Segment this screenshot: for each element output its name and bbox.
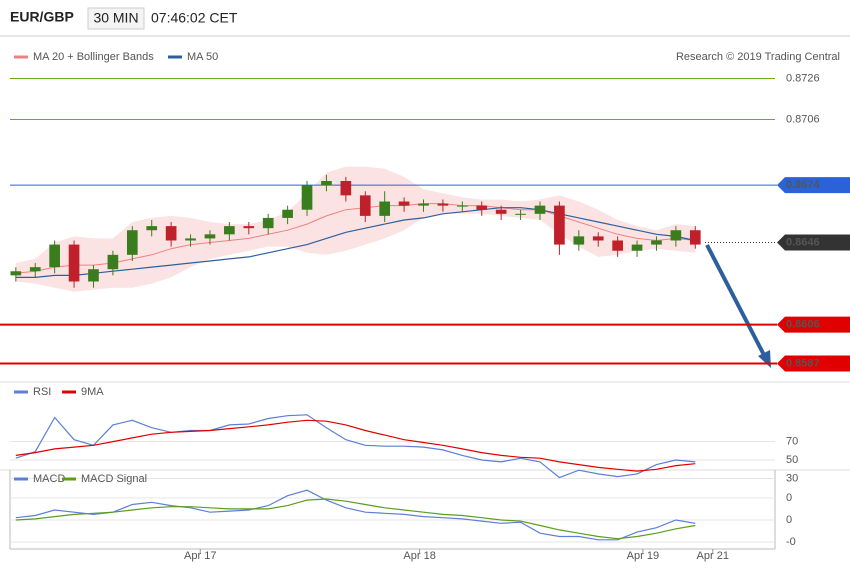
candle-body — [49, 244, 60, 268]
level-label: 0.8706 — [786, 113, 820, 125]
level-tag — [777, 355, 850, 372]
series-line — [15, 498, 696, 540]
candle-body — [534, 205, 546, 214]
series-line — [15, 419, 696, 472]
candle-body — [165, 226, 177, 241]
series-line — [15, 414, 696, 479]
legend-label: MACD — [33, 473, 65, 485]
legend-label: RSI — [33, 386, 51, 398]
candle-body — [651, 240, 662, 245]
candle-body — [262, 217, 274, 229]
credit: Research © 2019 Trading Central — [676, 51, 840, 63]
legend-label: MACD Signal — [81, 473, 147, 485]
candle-body — [592, 236, 604, 241]
legend-label: 9MA — [81, 386, 104, 398]
x-tick-label: Apr 19 — [627, 550, 659, 562]
candle-body — [379, 201, 391, 216]
series-line — [15, 489, 696, 541]
candle-body — [515, 213, 526, 215]
candle-body — [185, 238, 196, 241]
candle-body — [689, 230, 701, 245]
y-tick-label: -0 — [786, 536, 796, 548]
interval-box — [87, 7, 145, 30]
candle-body — [146, 226, 158, 231]
candle-body — [204, 234, 216, 239]
candle-body — [29, 267, 41, 272]
candle-body — [126, 230, 138, 255]
candle-body — [243, 226, 255, 229]
candle-body — [321, 181, 332, 186]
candle-body — [456, 205, 468, 207]
x-tick-label: Apr 21 — [697, 550, 729, 562]
legend-label: MA 50 — [187, 51, 218, 63]
level-tag — [777, 234, 850, 251]
level-label: 0.8646 — [786, 236, 820, 248]
candle-body — [495, 209, 507, 214]
candle-body — [554, 205, 565, 245]
ma50-line — [15, 207, 696, 278]
level-tag — [777, 316, 850, 333]
level-label: 0.8674 — [786, 179, 821, 191]
candle-body — [398, 201, 410, 206]
level-label: 0.8726 — [786, 72, 820, 84]
y-tick-label: 0 — [786, 492, 792, 504]
forecast-arrow — [705, 244, 766, 356]
level-label: 0.8606 — [786, 318, 820, 330]
candle-body — [573, 236, 585, 245]
candle-body — [359, 195, 371, 216]
candle-body — [88, 269, 99, 282]
y-tick-label: 50 — [786, 454, 798, 466]
candle-body — [612, 240, 623, 251]
symbol: EUR/GBP — [10, 9, 74, 25]
y-tick-label: 0 — [786, 514, 792, 526]
level-label: 0.8587 — [786, 357, 820, 369]
candle-body — [476, 205, 488, 210]
candle-body — [68, 244, 80, 282]
x-tick-label: Apr 18 — [403, 550, 435, 562]
legend-label: MA 20 + Bollinger Bands — [33, 51, 154, 63]
y-tick-label: 30 — [786, 472, 798, 484]
candle-body — [282, 209, 293, 218]
ma20-line — [15, 203, 696, 274]
candle-body — [10, 271, 22, 276]
candle-body — [107, 254, 119, 270]
candle-body — [301, 185, 313, 210]
y-tick-label: 70 — [786, 435, 798, 447]
candle-body — [224, 226, 235, 235]
candle-body — [670, 230, 682, 241]
candle-body — [418, 203, 429, 206]
x-tick-label: Apr 17 — [184, 550, 216, 562]
candle-body — [631, 244, 643, 251]
time: 07:46:02 CET — [151, 10, 238, 26]
candle-body — [437, 203, 449, 206]
candle-body — [340, 181, 352, 196]
bollinger-band — [15, 166, 696, 292]
level-tag — [777, 177, 850, 194]
interval: 30 MIN — [93, 10, 138, 26]
